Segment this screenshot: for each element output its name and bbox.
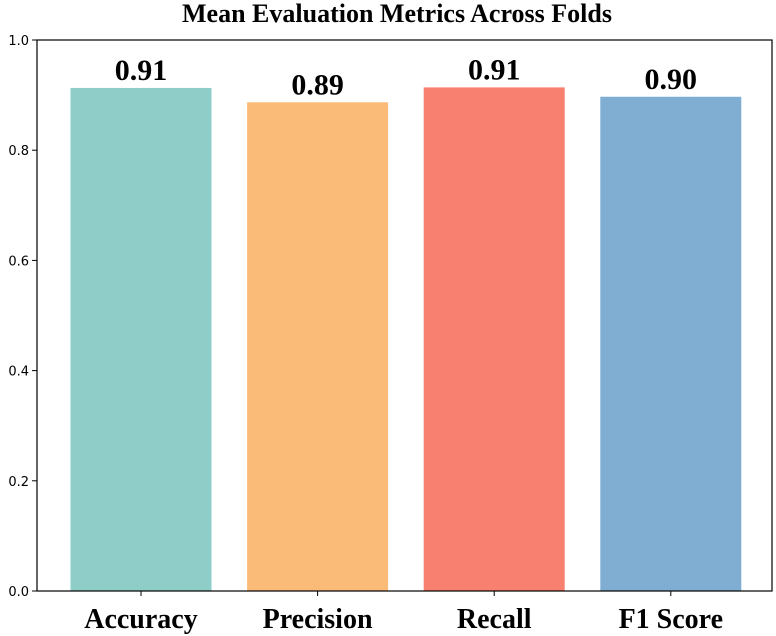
data-label: 0.89 — [291, 68, 344, 101]
y-tick-label: 0.2 — [8, 475, 29, 490]
x-tick-label: Accuracy — [84, 604, 198, 635]
x-tick-label: F1 Score — [619, 604, 723, 635]
y-axis: 0.0 0.2 0.4 0.6 0.8 1.0 — [8, 34, 37, 600]
y-tick-label: 0.0 — [8, 585, 29, 600]
bar-accuracy — [70, 87, 212, 591]
plot-frame — [36, 39, 773, 592]
x-tick-label: Recall — [457, 604, 532, 635]
bar-recall — [423, 87, 565, 592]
data-label: 0.90 — [645, 63, 698, 96]
bar-f1-score — [600, 96, 742, 592]
chart-title: Mean Evaluation Metrics Across Folds — [182, 0, 612, 28]
data-label: 0.91 — [468, 53, 521, 86]
x-tick-label: Precision — [263, 604, 373, 635]
data-labels: 0.91 0.89 0.91 0.90 — [115, 53, 697, 101]
bar-precision — [247, 102, 389, 591]
y-tick-label: 0.6 — [8, 254, 29, 269]
y-tick-label: 0.4 — [8, 365, 29, 380]
data-label: 0.91 — [115, 54, 168, 87]
y-tick-label: 1.0 — [8, 34, 29, 49]
y-tick-label: 0.8 — [8, 144, 29, 159]
bar-series — [70, 87, 742, 592]
x-axis: Accuracy Precision Recall F1 Score — [84, 591, 723, 635]
